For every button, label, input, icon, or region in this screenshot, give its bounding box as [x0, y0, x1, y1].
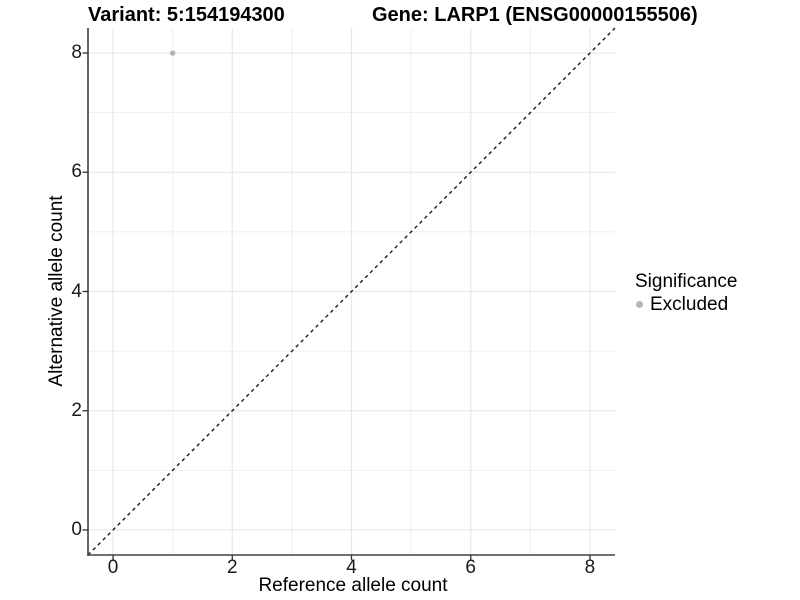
legend: Significance Excluded	[635, 271, 737, 315]
legend-item-excluded: Excluded	[635, 294, 737, 315]
plot-title-variant: Variant: 5:154194300	[88, 4, 285, 26]
identity-line	[87, 27, 616, 556]
x-tick-label-0: 0	[107, 557, 119, 578]
x-tick-label-6: 6	[465, 557, 476, 578]
legend-point-icon	[636, 301, 643, 308]
y-tick-label-2: 2	[71, 399, 82, 421]
y-tick-label-6: 6	[71, 161, 82, 183]
legend-item-label: Excluded	[650, 294, 729, 315]
data-point	[169, 50, 176, 56]
y-tick-label-0: 0	[71, 518, 82, 540]
x-tick-label-4: 4	[346, 557, 357, 578]
x-axis-title: Reference allele count	[258, 575, 448, 596]
plot-title-gene: Gene: LARP1 (ENSG00000155506)	[372, 4, 698, 26]
x-tick-label-2: 2	[226, 557, 238, 578]
y-tick-label-8: 8	[71, 42, 82, 64]
x-tick-label-8: 8	[584, 557, 596, 578]
y-tick-label-4: 4	[71, 280, 82, 302]
legend-title: Significance	[635, 271, 738, 292]
